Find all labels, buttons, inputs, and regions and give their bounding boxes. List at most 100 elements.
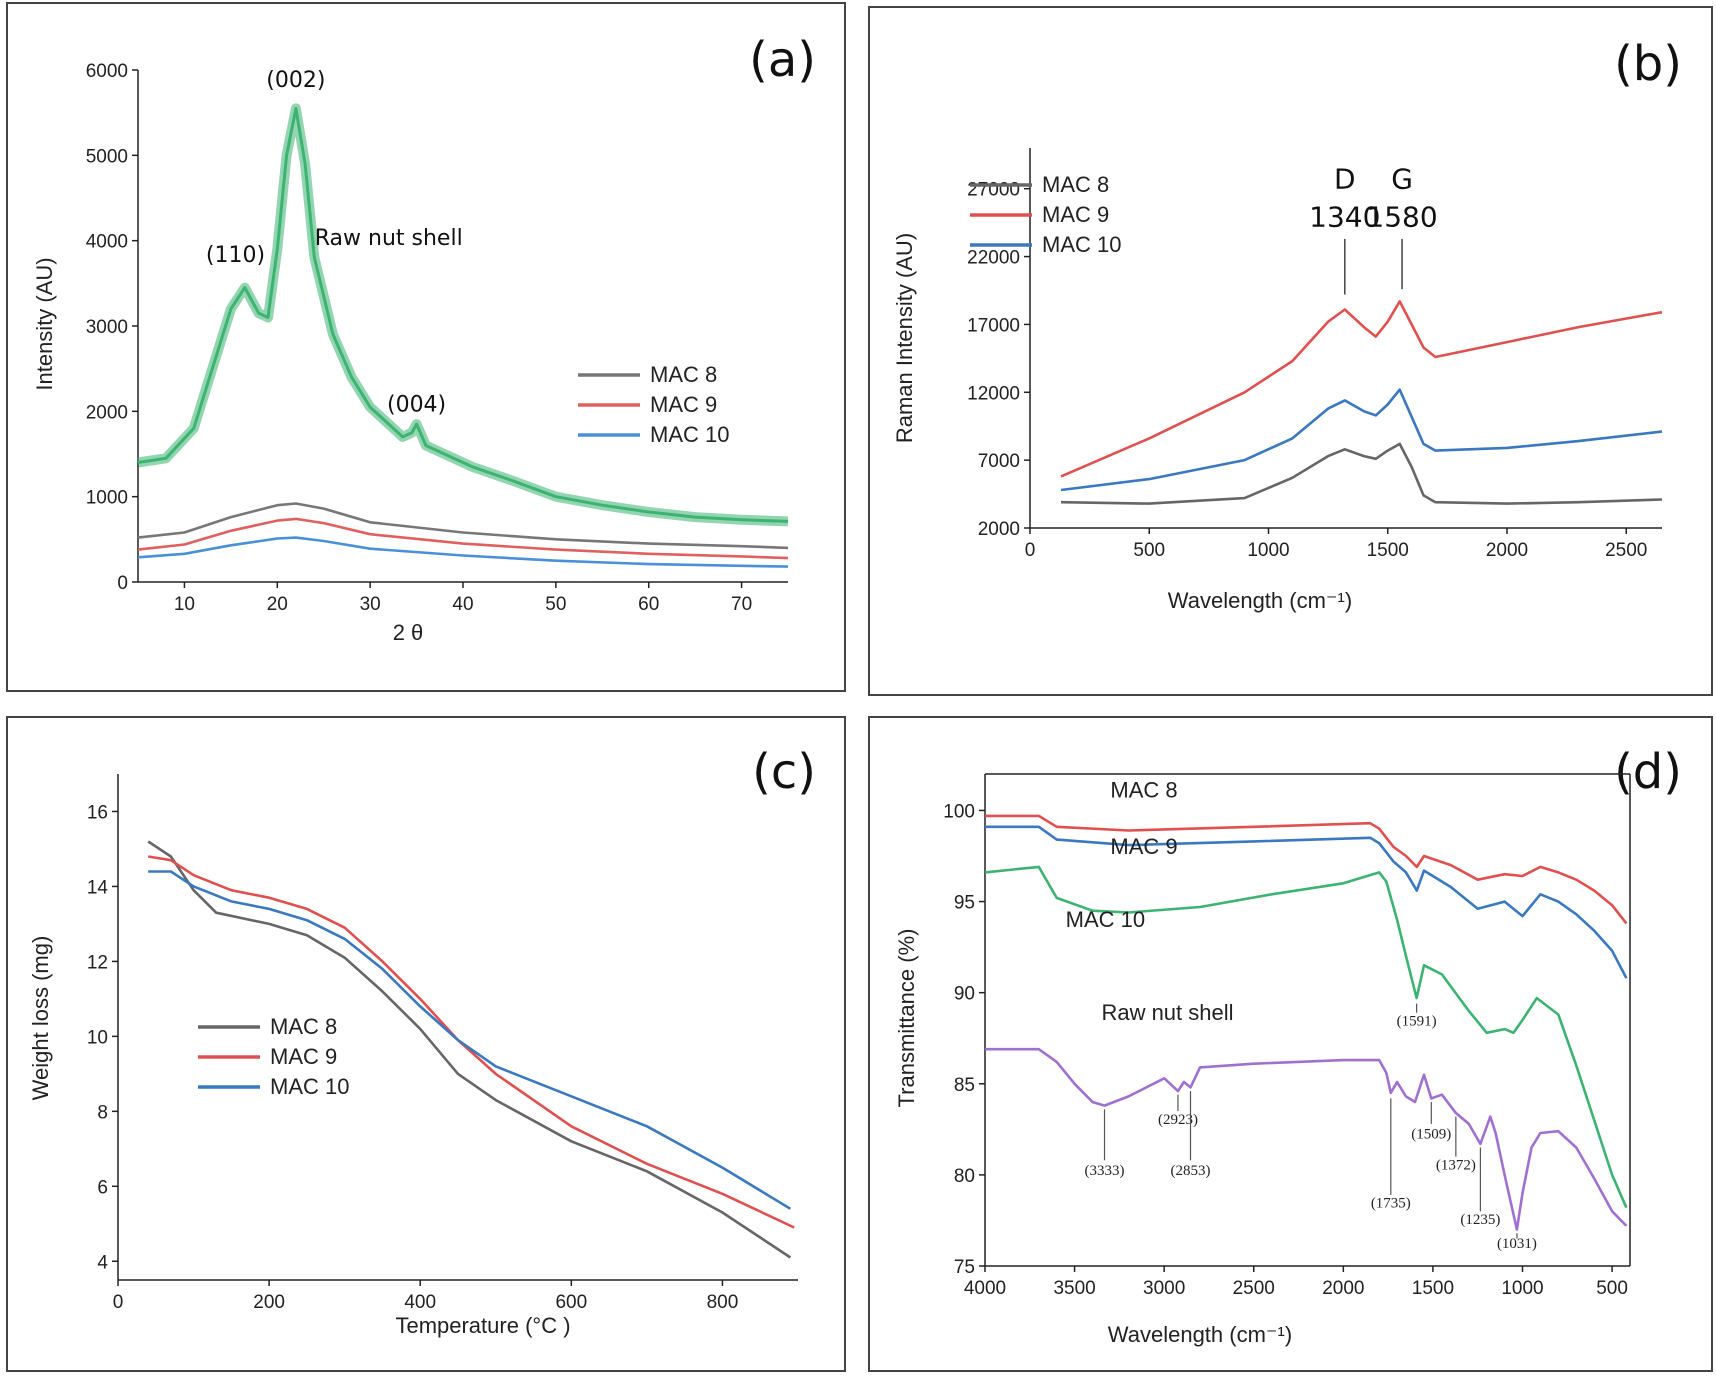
chart-d-y-tick-label: 75 — [954, 1257, 975, 1278]
chart-a-x-tick-label: 60 — [638, 594, 659, 615]
chart-b-y-tick-label: 12000 — [967, 383, 1020, 404]
chart-d-annotation: (3333) — [1085, 1163, 1125, 1179]
chart-a-x-tick-label: 50 — [545, 594, 566, 615]
chart-c-y-tick-label: 6 — [97, 1177, 108, 1198]
chart-b-svg: (b) Wavelength (cm⁻¹) Raman Intensity (A… — [892, 36, 1682, 613]
chart-c-ylabel: Weight loss (mg) — [28, 936, 53, 1101]
chart-d-xlabel: Wavelength (cm⁻¹) — [1108, 1322, 1292, 1347]
panel-b: (b) Wavelength (cm⁻¹) Raman Intensity (A… — [868, 6, 1713, 696]
chart-b-x-tick-label: 0 — [1025, 540, 1036, 561]
chart-d-y-tick-label: 80 — [954, 1166, 975, 1187]
panel-d-tag: (d) — [1614, 744, 1682, 800]
chart-a-y-tick-label: 3000 — [86, 317, 128, 338]
chart-a-series-mac-10-line — [137, 536, 789, 568]
chart-a-legend-label-mac-10: MAC 10 — [650, 422, 729, 447]
chart-c-y-tick-label: 16 — [87, 802, 108, 823]
chart-b-series-mac-9-line — [1060, 300, 1663, 478]
chart-b-x-tick-label: 2000 — [1486, 540, 1528, 561]
chart-c-y-tick-label: 10 — [87, 1027, 108, 1048]
chart-c-series-mac-8-line — [147, 840, 792, 1259]
chart-a-legend-label-mac-9: MAC 9 — [650, 392, 717, 417]
chart-c-x-tick-label: 400 — [404, 1292, 436, 1313]
chart-b-series-mac-8-line — [1060, 442, 1663, 505]
chart-a-y-tick-label: 4000 — [86, 232, 128, 253]
chart-d-y-tick-label: 100 — [943, 801, 975, 822]
chart-d-series-mac-9-line — [985, 825, 1628, 979]
panel-b-tag: (b) — [1614, 36, 1682, 92]
chart-a-ylabel: Intensity (AU) — [32, 257, 57, 390]
chart-d-svg: (d) Wavelength (cm⁻¹) Transmittance (%) … — [894, 744, 1682, 1347]
chart-d-annotation: (1031) — [1497, 1236, 1537, 1252]
chart-b-y-tick-label: 27000 — [967, 180, 1020, 201]
chart-c-y-tick-label: 12 — [87, 952, 108, 973]
chart-a-y-tick-label: 6000 — [86, 61, 128, 82]
panel-a-tag: (a) — [749, 32, 816, 88]
chart-a-y-tick-label: 2000 — [86, 402, 128, 423]
chart-d-annotation: (1372) — [1436, 1157, 1476, 1173]
chart-b-annotation: G — [1391, 163, 1413, 196]
chart-c-y-tick-label: 8 — [97, 1102, 108, 1123]
chart-b-xlabel: Wavelength (cm⁻¹) — [1168, 588, 1352, 613]
chart-d-x-tick-label: 2500 — [1233, 1278, 1275, 1299]
chart-b-x-tick-label: 2500 — [1605, 540, 1647, 561]
chart-b-legend-label-mac-10: MAC 10 — [1042, 232, 1121, 257]
chart-d-x-tick-label: 4000 — [964, 1278, 1006, 1299]
chart-c-series-mac-9-line — [147, 855, 795, 1229]
chart-a-annotation: (004) — [387, 392, 446, 417]
chart-d-ylabel: Transmittance (%) — [894, 929, 919, 1108]
chart-c-svg: (c) Temperature (°C ) Weight loss (mg) 0… — [28, 744, 816, 1338]
chart-b-y-tick-label: 2000 — [978, 519, 1020, 540]
chart-a-svg: (a) 2 θ Intensity (AU) 10 20 30 40 50 60 70 0 10… — [32, 32, 816, 645]
panel-c: (c) Temperature (°C ) Weight loss (mg) 0… — [6, 716, 846, 1372]
chart-a-series-raw-nut-shell-line — [137, 106, 789, 523]
chart-a-series-raw-nut-shell-band — [137, 103, 789, 527]
chart-b-x-tick-label: 1000 — [1247, 540, 1289, 561]
panel-d: (d) Wavelength (cm⁻¹) Transmittance (%) … — [868, 716, 1713, 1372]
chart-d-y-tick-label: 95 — [954, 893, 975, 914]
chart-a-x-tick-label: 70 — [731, 594, 752, 615]
chart-a-series-mac-8-line — [137, 502, 789, 550]
chart-a-y-tick-label: 5000 — [86, 146, 128, 167]
chart-c-legend-label-mac-10: MAC 10 — [270, 1074, 349, 1099]
chart-a-x-tick-label: 40 — [452, 594, 473, 615]
chart-d-annotation: (1735) — [1371, 1196, 1411, 1212]
chart-a-annotation: (002) — [266, 68, 325, 93]
chart-a-legend-label-mac-8: MAC 8 — [650, 362, 717, 387]
chart-b-y-tick-label: 7000 — [978, 451, 1020, 472]
chart-d-y-tick-label: 85 — [954, 1075, 975, 1096]
chart-c-x-tick-label: 200 — [253, 1292, 285, 1313]
chart-d-series-mac-8-line — [985, 814, 1628, 925]
chart-c-y-tick-label: 4 — [97, 1252, 108, 1273]
chart-d-annotation: (2923) — [1158, 1112, 1198, 1128]
chart-c-xlabel: Temperature (°C ) — [395, 1313, 570, 1338]
chart-c-legend-label-mac-9: MAC 9 — [270, 1044, 337, 1069]
chart-a-series-mac-9-line — [137, 517, 789, 560]
chart-a-y-tick-label: 1000 — [86, 488, 128, 509]
chart-a-x-tick-label: 20 — [267, 594, 288, 615]
chart-a-xlabel: 2 θ — [393, 620, 424, 645]
chart-d-annotation: (1235) — [1460, 1212, 1500, 1228]
chart-d-annotation: Raw nut shell — [1101, 1000, 1233, 1025]
chart-b-annotation: D — [1334, 163, 1356, 196]
chart-d-x-tick-label: 2000 — [1322, 1278, 1364, 1299]
chart-b-y-tick-label: 17000 — [967, 315, 1020, 336]
chart-d-x-tick-label: 3000 — [1143, 1278, 1185, 1299]
chart-b-x-tick-label: 500 — [1133, 540, 1165, 561]
panel-a: (a) 2 θ Intensity (AU) 10 20 30 40 50 60 70 0 10… — [6, 2, 846, 692]
chart-b-legend-label-mac-8: MAC 8 — [1042, 172, 1109, 197]
chart-d-annotation: MAC 9 — [1110, 834, 1177, 859]
chart-d-annotation: (1591) — [1397, 1013, 1437, 1029]
chart-d-annotation: MAC 8 — [1110, 778, 1177, 803]
chart-d-annotation: (1509) — [1411, 1126, 1451, 1142]
chart-b-legend-label-mac-9: MAC 9 — [1042, 202, 1109, 227]
chart-b-x-tick-label: 1500 — [1367, 540, 1409, 561]
chart-c-x-tick-label: 800 — [707, 1292, 739, 1313]
chart-b-ylabel: Raman Intensity (AU) — [892, 233, 917, 443]
chart-c-legend-label-mac-8: MAC 8 — [270, 1014, 337, 1039]
chart-a-y-tick-label: 0 — [117, 573, 128, 594]
chart-d-x-tick-label: 500 — [1596, 1278, 1628, 1299]
chart-b-annotation: 1580 — [1366, 201, 1437, 234]
chart-c-x-tick-label: 600 — [555, 1292, 587, 1313]
chart-b-y-tick-label: 22000 — [967, 248, 1020, 269]
chart-b-annotation: 1340 — [1309, 201, 1380, 234]
